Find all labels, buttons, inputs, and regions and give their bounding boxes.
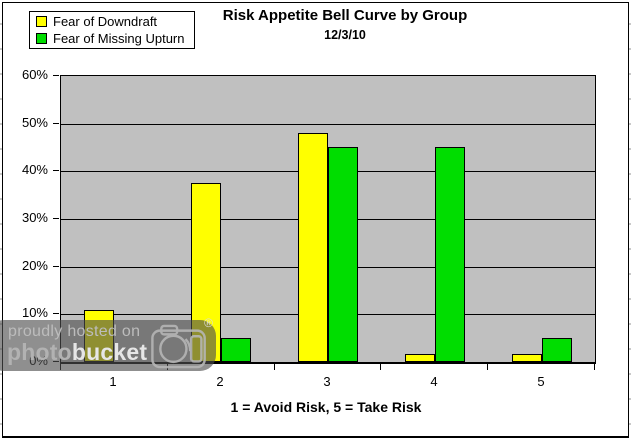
legend-item-1: Fear of Downdraft — [36, 13, 194, 29]
legend: Fear of Downdraft Fear of Missing Upturn — [29, 11, 195, 49]
y-tick-mark-20 — [53, 266, 59, 267]
x-axis-title: 1 = Avoid Risk, 5 = Take Risk — [230, 399, 422, 415]
x-category-label-4: 4 — [430, 374, 438, 389]
x-tick-mark-4 — [487, 364, 488, 370]
watermark-brand-photo: photo — [7, 339, 72, 365]
x-category-label-5: 5 — [537, 374, 545, 389]
y-tick-label-50: 50% — [21, 115, 48, 130]
y-tick-mark-30 — [53, 218, 59, 219]
legend-swatch-icon — [36, 16, 47, 27]
bar-series1-cat5 — [512, 354, 542, 362]
y-tick-mark-40 — [53, 170, 59, 171]
x-category-label-2: 2 — [216, 374, 224, 389]
chart-subtitle: 12/3/10 — [324, 28, 366, 42]
watermark-brand-bucket: bucket — [71, 339, 148, 365]
legend-swatch-icon — [36, 33, 47, 44]
gridline-50 — [61, 124, 595, 125]
spreadsheet-gridline-marks-right — [629, 0, 631, 442]
bar-series2-cat2 — [221, 338, 251, 362]
x-tick-mark-2 — [274, 364, 275, 370]
y-tick-mark-60 — [53, 75, 59, 76]
y-tick-label-10: 10% — [21, 305, 48, 320]
legend-item-2: Fear of Missing Upturn — [36, 30, 194, 46]
bar-series1-cat4 — [405, 354, 435, 362]
y-tick-label-30: 30% — [21, 210, 48, 225]
x-tick-mark-5 — [594, 364, 595, 370]
photobucket-watermark: proudly hosted on photobucket ® — [0, 316, 216, 374]
legend-label: Fear of Missing Upturn — [53, 30, 185, 46]
bar-series1-cat3 — [298, 133, 328, 362]
x-category-label-3: 3 — [323, 374, 331, 389]
watermark-brand: photobucket — [7, 338, 147, 366]
watermark-tagline: proudly hosted on — [8, 323, 141, 340]
bar-series2-cat4 — [435, 147, 465, 362]
y-tick-label-60: 60% — [21, 67, 48, 82]
bar-series2-cat3 — [328, 147, 358, 362]
legend-label: Fear of Downdraft — [53, 13, 158, 29]
y-tick-label-40: 40% — [21, 162, 48, 177]
y-tick-label-20: 20% — [21, 258, 48, 273]
y-tick-mark-50 — [53, 123, 59, 124]
camera-icon — [151, 324, 207, 374]
x-tick-mark-3 — [380, 364, 381, 370]
registered-trademark-icon: ® — [204, 316, 213, 330]
bar-series2-cat5 — [542, 338, 572, 362]
x-category-label-1: 1 — [109, 374, 117, 389]
y-tick-mark-10 — [53, 313, 59, 314]
spreadsheet-gridline-marks-left — [0, 0, 2, 442]
chart-title: Risk Appetite Bell Curve by Group — [222, 7, 468, 24]
